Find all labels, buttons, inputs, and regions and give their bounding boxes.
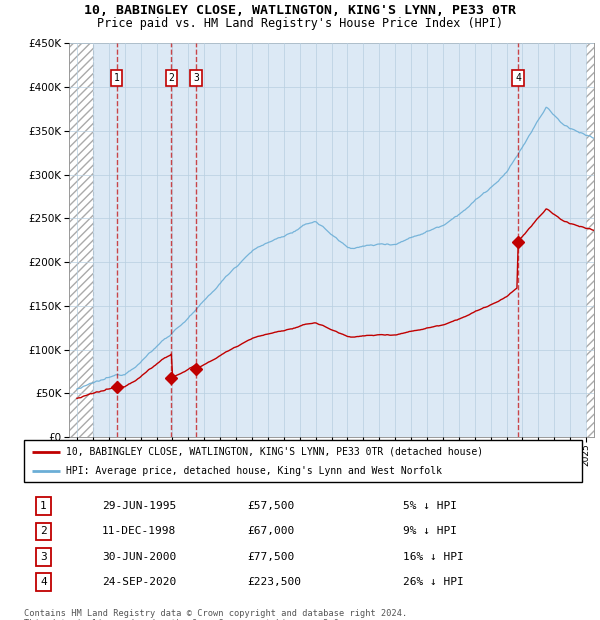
Text: 24-SEP-2020: 24-SEP-2020 — [102, 577, 176, 587]
Text: HPI: Average price, detached house, King's Lynn and West Norfolk: HPI: Average price, detached house, King… — [66, 466, 442, 476]
Bar — [69, 43, 93, 437]
Text: £67,000: £67,000 — [247, 526, 295, 536]
Text: 10, BABINGLEY CLOSE, WATLINGTON, KING'S LYNN, PE33 0TR: 10, BABINGLEY CLOSE, WATLINGTON, KING'S … — [84, 4, 516, 17]
Text: 2: 2 — [40, 526, 47, 536]
Text: £223,500: £223,500 — [247, 577, 301, 587]
Text: 10, BABINGLEY CLOSE, WATLINGTON, KING'S LYNN, PE33 0TR (detached house): 10, BABINGLEY CLOSE, WATLINGTON, KING'S … — [66, 446, 483, 456]
Text: 1: 1 — [113, 73, 119, 84]
Text: £57,500: £57,500 — [247, 501, 295, 512]
Text: £77,500: £77,500 — [247, 552, 295, 562]
Text: 5% ↓ HPI: 5% ↓ HPI — [403, 501, 457, 512]
Text: 1: 1 — [40, 501, 47, 512]
Text: Contains HM Land Registry data © Crown copyright and database right 2024.
This d: Contains HM Land Registry data © Crown c… — [24, 609, 407, 620]
Text: 16% ↓ HPI: 16% ↓ HPI — [403, 552, 464, 562]
Bar — [586, 43, 594, 437]
Text: 11-DEC-1998: 11-DEC-1998 — [102, 526, 176, 536]
Bar — [586, 43, 594, 437]
Text: 26% ↓ HPI: 26% ↓ HPI — [403, 577, 464, 587]
Text: 30-JUN-2000: 30-JUN-2000 — [102, 552, 176, 562]
Text: Price paid vs. HM Land Registry's House Price Index (HPI): Price paid vs. HM Land Registry's House … — [97, 17, 503, 30]
Text: 2: 2 — [169, 73, 175, 84]
Bar — [69, 43, 93, 437]
Text: 9% ↓ HPI: 9% ↓ HPI — [403, 526, 457, 536]
Text: 3: 3 — [40, 552, 47, 562]
Text: 4: 4 — [40, 577, 47, 587]
Text: 4: 4 — [515, 73, 521, 84]
Text: 29-JUN-1995: 29-JUN-1995 — [102, 501, 176, 512]
Text: 3: 3 — [193, 73, 199, 84]
